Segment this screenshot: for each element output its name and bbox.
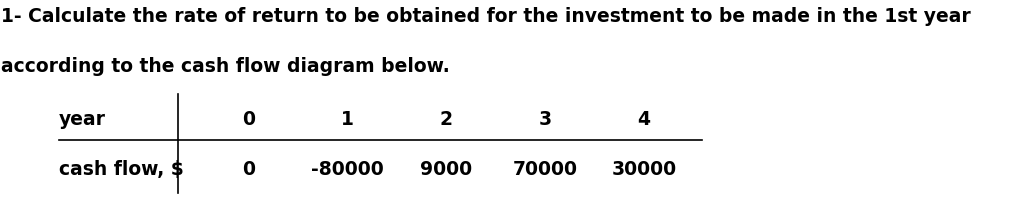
Text: 1: 1 — [341, 110, 354, 129]
Text: 0: 0 — [242, 110, 255, 129]
Text: -80000: -80000 — [310, 160, 383, 179]
Text: 1- Calculate the rate of return to be obtained for the investment to be made in : 1- Calculate the rate of return to be ob… — [1, 7, 971, 26]
Text: 9000: 9000 — [420, 160, 472, 179]
Text: year: year — [59, 110, 106, 129]
Text: 3: 3 — [538, 110, 551, 129]
Text: 0: 0 — [242, 160, 255, 179]
Text: 2: 2 — [440, 110, 452, 129]
Text: 70000: 70000 — [513, 160, 577, 179]
Text: according to the cash flow diagram below.: according to the cash flow diagram below… — [1, 57, 450, 76]
Text: 30000: 30000 — [611, 160, 675, 179]
Text: 4: 4 — [637, 110, 650, 129]
Text: cash flow, $: cash flow, $ — [59, 160, 184, 179]
